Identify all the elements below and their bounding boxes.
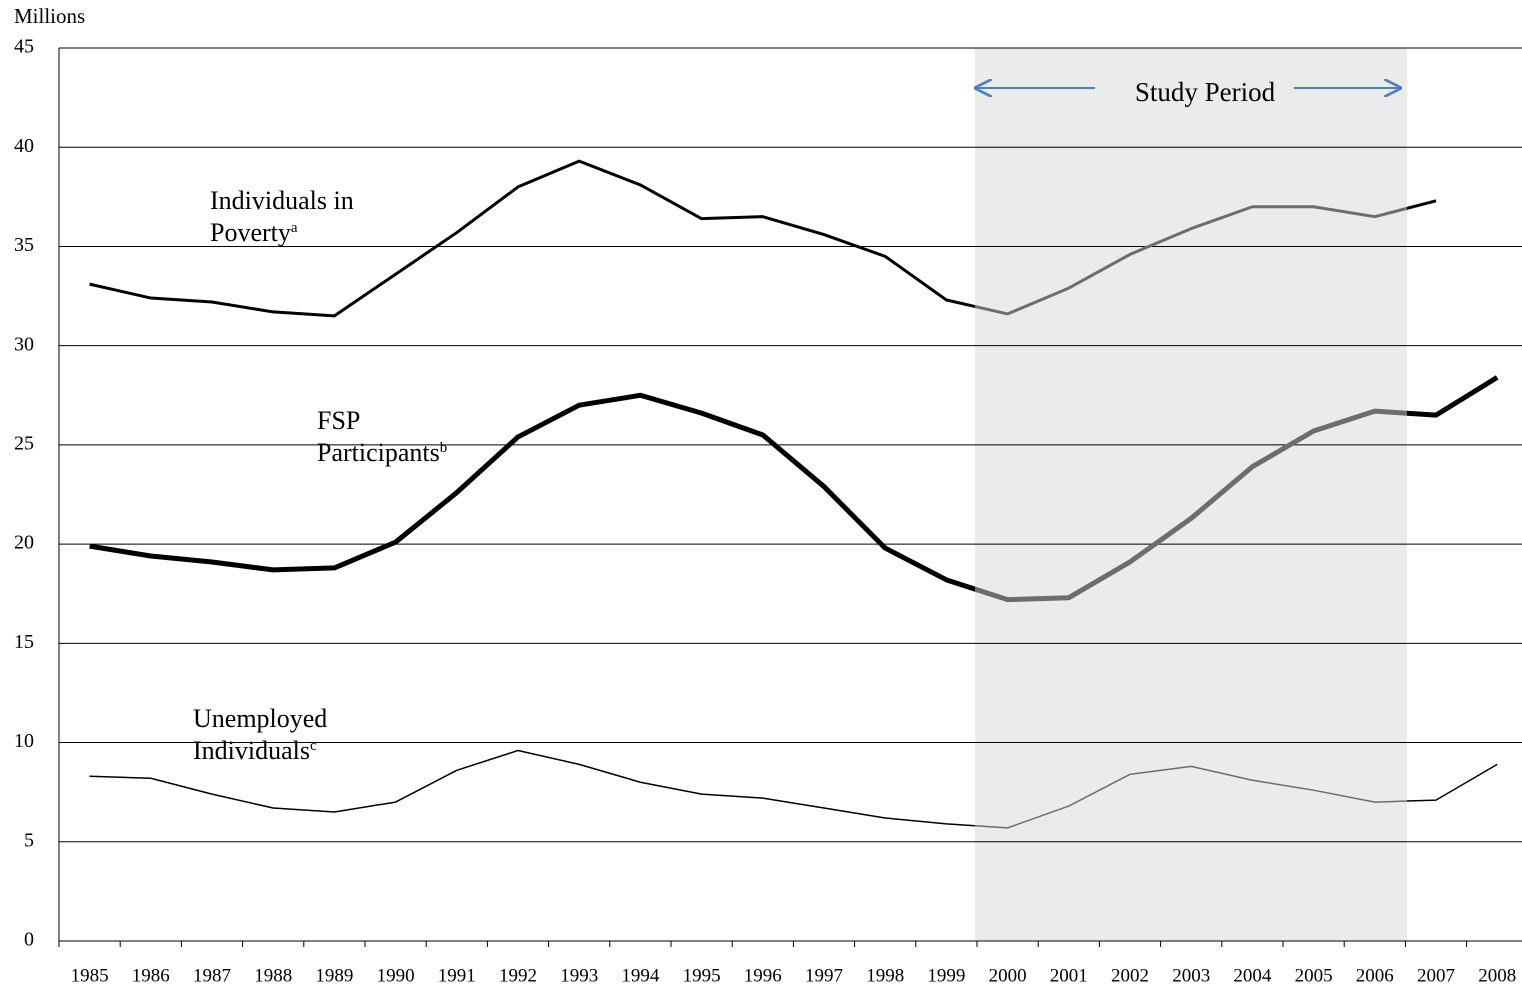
x-tick-label: 1988	[254, 965, 292, 986]
x-tick-label: 1996	[744, 965, 782, 986]
y-tick-label: 0	[24, 929, 34, 951]
x-tick-label: 1991	[438, 965, 476, 986]
x-tick-label: 1992	[499, 965, 537, 986]
x-tick-label: 2001	[1050, 965, 1088, 986]
y-axis-label: Millions	[14, 4, 85, 28]
series-line	[975, 408, 1407, 603]
x-tick-label: 2008	[1478, 965, 1516, 986]
x-tick-label: 2007	[1417, 965, 1455, 986]
y-tick-label: 20	[14, 532, 34, 554]
x-tick-label: 1987	[193, 965, 231, 986]
series-name: Unemployed Individuals	[193, 704, 328, 765]
annotation: Study Period	[1135, 77, 1276, 107]
y-tick-label: 5	[24, 829, 34, 851]
x-tick-label: 1986	[132, 965, 170, 986]
y-tick-label: 15	[14, 631, 34, 653]
x-tick-label: 1998	[866, 965, 904, 986]
series-line	[89, 392, 975, 592]
series-label: Unemployed Individualsc	[193, 703, 363, 767]
footnote-mark: a	[290, 220, 298, 236]
x-tick-label: 1995	[683, 965, 721, 986]
footnote-mark: b	[439, 440, 448, 456]
x-tick-label: 1990	[377, 965, 415, 986]
x-tick-label: 2005	[1295, 965, 1333, 986]
x-tick-label: 1989	[315, 965, 353, 986]
x-tick-label: 1999	[927, 965, 965, 986]
footnote-mark: c	[310, 738, 317, 754]
x-tick-label: 1997	[805, 965, 843, 986]
x-tick-label: 1994	[621, 965, 660, 986]
x-tick-label: 2000	[989, 965, 1027, 986]
study-period-shade	[975, 48, 1407, 941]
series-name: Individuals in Poverty	[210, 186, 354, 247]
series-line	[89, 749, 975, 827]
x-tick-label: 2006	[1356, 965, 1394, 986]
x-tick-label: 2004	[1233, 965, 1272, 986]
y-tick-label: 35	[14, 234, 34, 256]
series-label: FSP Participantsb	[317, 405, 477, 469]
series-line	[975, 205, 1407, 316]
series-line	[975, 765, 1407, 829]
y-tick-label: 10	[14, 730, 34, 752]
y-tick-label: 30	[14, 333, 34, 355]
y-tick-label: 25	[14, 432, 34, 454]
series-name: FSP Participants	[317, 406, 440, 467]
series-line	[89, 159, 975, 318]
x-tick-label: 1993	[560, 965, 598, 986]
x-tick-label: 1985	[71, 965, 109, 986]
series-label: Individuals in Povertya	[210, 185, 400, 249]
x-tick-label: 2003	[1172, 965, 1210, 986]
x-tick-label: 2002	[1111, 965, 1149, 986]
y-tick-label: 40	[14, 135, 34, 157]
y-tick-label: 45	[14, 36, 34, 58]
